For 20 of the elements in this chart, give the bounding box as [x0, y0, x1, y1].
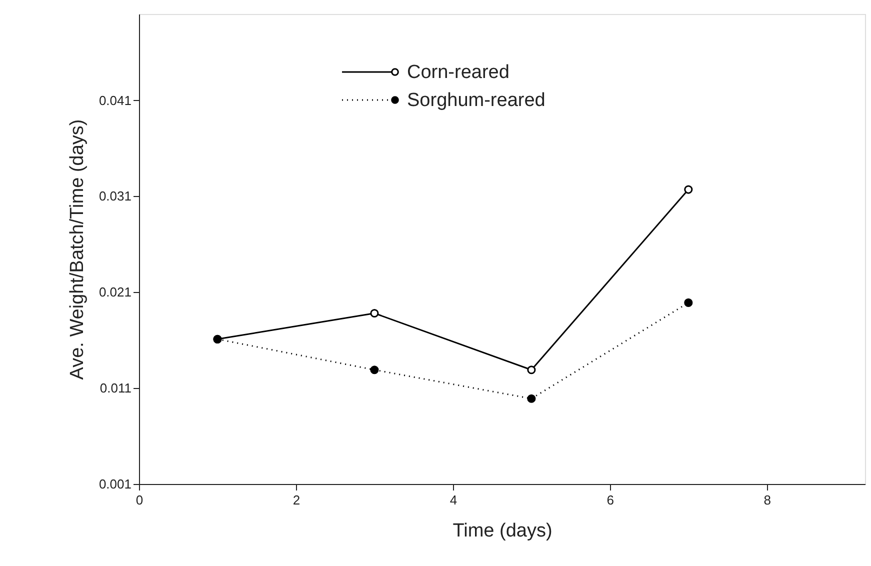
point: [684, 185, 693, 194]
point: [370, 308, 379, 318]
legend-label: Corn-reared: [407, 62, 510, 83]
x-tick-label: 2: [292, 492, 300, 508]
y-tick-label: 0.011: [100, 380, 132, 396]
y-tick-label: 0.021: [98, 284, 132, 300]
point: [684, 298, 693, 307]
x-axis-title: Time (days): [452, 520, 552, 542]
y-axis-title: Ave. Weight/Batch/Time (days): [66, 119, 88, 380]
x-tick-label: 6: [606, 492, 614, 508]
legend-label: Sorghum-reared: [407, 90, 546, 111]
x-tick-label: 0: [136, 492, 144, 508]
x-tick-label: 8: [764, 492, 772, 508]
y-tick-label: 0.031: [98, 188, 132, 204]
y-tick-label: 0.001: [98, 476, 132, 492]
y-tick-label: 0.041: [98, 92, 132, 108]
point: [527, 366, 536, 374]
point: [370, 366, 379, 374]
point: [527, 394, 536, 403]
x-tick-label: 4: [450, 492, 458, 508]
